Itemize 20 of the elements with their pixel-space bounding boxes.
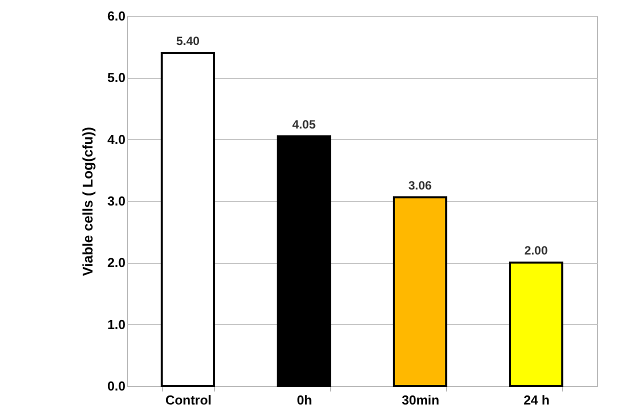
- data-label: 3.06: [408, 178, 432, 192]
- x-tick-label: 24 h: [524, 392, 550, 408]
- bar: [392, 196, 448, 387]
- bar: [276, 135, 332, 387]
- bar: [508, 262, 564, 387]
- y-axis-title: Viable cells ( Log(cfu)): [79, 126, 96, 276]
- data-label: 2.00: [524, 244, 548, 258]
- x-tick-label: Control: [165, 392, 212, 408]
- data-label: 4.05: [292, 117, 316, 132]
- y-tick-label: 4.0: [107, 132, 126, 147]
- x-tick-label: 30min: [402, 392, 440, 408]
- y-tick-label: 6.0: [107, 8, 126, 24]
- data-label: 5.40: [176, 34, 200, 48]
- y-tick-label: 0.0: [107, 378, 126, 394]
- y-tick-label: 5.0: [107, 70, 126, 86]
- y-tick-label: 3.0: [107, 194, 126, 208]
- y-tick-label: 2.0: [107, 255, 126, 270]
- x-tick-label: 0h: [296, 392, 312, 408]
- bar: [160, 52, 216, 387]
- y-tick-label: 1.0: [107, 316, 126, 332]
